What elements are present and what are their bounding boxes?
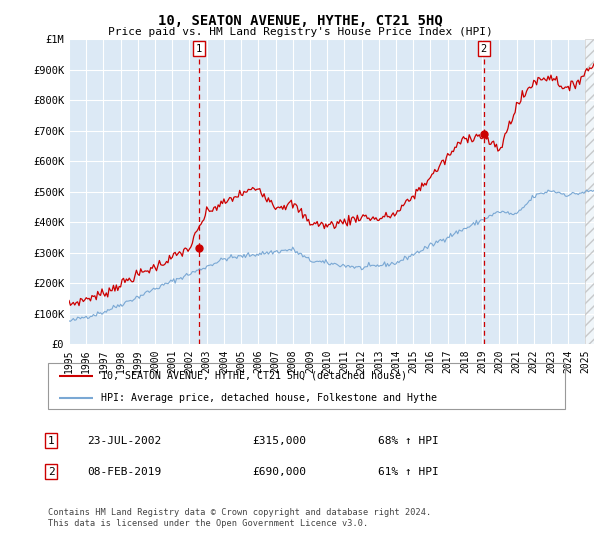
Text: 2: 2 [47, 466, 55, 477]
Text: Contains HM Land Registry data © Crown copyright and database right 2024.
This d: Contains HM Land Registry data © Crown c… [48, 508, 431, 528]
Text: 61% ↑ HPI: 61% ↑ HPI [378, 466, 439, 477]
Text: £690,000: £690,000 [252, 466, 306, 477]
Polygon shape [586, 39, 594, 344]
Text: 68% ↑ HPI: 68% ↑ HPI [378, 436, 439, 446]
Text: 23-JUL-2002: 23-JUL-2002 [87, 436, 161, 446]
Text: £315,000: £315,000 [252, 436, 306, 446]
Text: 10, SEATON AVENUE, HYTHE, CT21 5HQ: 10, SEATON AVENUE, HYTHE, CT21 5HQ [158, 14, 442, 28]
Text: 08-FEB-2019: 08-FEB-2019 [87, 466, 161, 477]
Text: 2: 2 [481, 44, 487, 54]
Text: Price paid vs. HM Land Registry's House Price Index (HPI): Price paid vs. HM Land Registry's House … [107, 27, 493, 37]
Text: HPI: Average price, detached house, Folkestone and Hythe: HPI: Average price, detached house, Folk… [101, 393, 437, 403]
Text: 1: 1 [196, 44, 202, 54]
Text: 1: 1 [47, 436, 55, 446]
Text: 10, SEATON AVENUE, HYTHE, CT21 5HQ (detached house): 10, SEATON AVENUE, HYTHE, CT21 5HQ (deta… [101, 371, 407, 381]
